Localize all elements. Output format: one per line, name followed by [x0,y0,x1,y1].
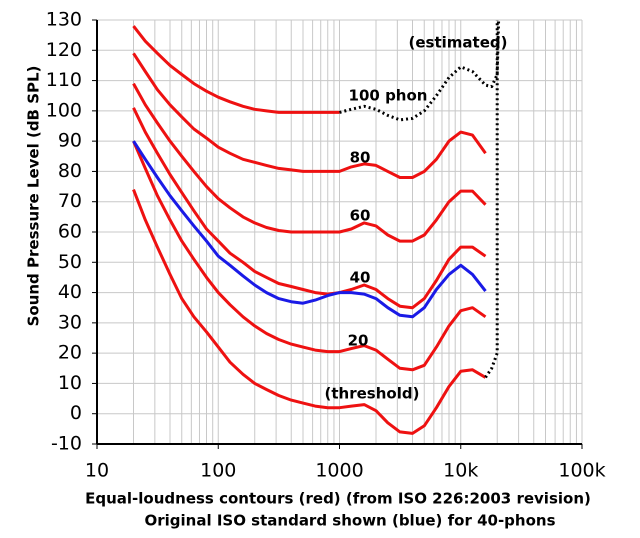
annotation: 80 [350,149,371,167]
annotation: 20 [348,332,369,350]
x-tick-label: 10k [443,460,478,482]
line [132,107,487,310]
x-tick-label: 100 [200,460,236,482]
x-axis-label: Equal-loudness contours (red) (from ISO … [85,490,591,508]
y-tick-label: 0 [70,402,82,424]
x-axis-label: Original ISO standard shown (blue) for 4… [144,512,555,530]
y-tick-label: 70 [58,190,82,212]
x-tick-label: 100k [558,460,605,482]
line [132,52,487,179]
y-tick-label: 120 [46,39,82,61]
line [132,140,487,319]
line [132,25,340,114]
annotation: 60 [350,207,371,225]
line [132,140,487,372]
x-tick-label: 10 [85,460,109,482]
y-axis-label: Sound Pressure Level (dB SPL) [25,66,43,327]
annotation: (estimated) [409,34,508,52]
y-tick-label: 10 [58,372,82,394]
y-tick-label: 50 [58,251,82,273]
line [484,20,499,379]
y-tick-label: 110 [46,69,82,91]
y-tick-label: 40 [58,281,82,303]
line [132,82,487,243]
y-tick-label: 100 [46,99,82,121]
annotation: 40 [350,269,371,287]
y-tick-label: -10 [51,433,82,455]
y-tick-label: 60 [58,221,82,243]
y-tick-label: 90 [58,130,82,152]
y-tick-label: 20 [58,342,82,364]
annotation: (threshold) [325,385,420,403]
line [132,189,487,435]
y-tick-label: 130 [46,9,82,31]
y-tick-label: 80 [58,160,82,182]
line [339,19,501,122]
y-tick-label: 30 [58,311,82,333]
annotation: 100 phon [349,87,428,105]
x-tick-label: 1000 [315,460,363,482]
